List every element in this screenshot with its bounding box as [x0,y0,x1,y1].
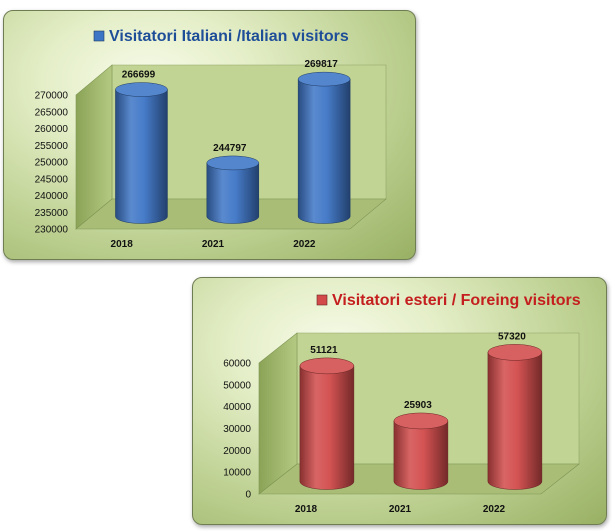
category-label: 2022 [293,239,316,250]
y-tick-label: 245000 [35,174,69,185]
y-tick-label: 30000 [223,424,251,435]
y-tick-label: 255000 [35,141,69,152]
category-label: 2021 [202,239,225,250]
y-tick-label: 265000 [35,107,69,118]
foreign-visitors-chart-svg: 0 10000 20000 30000 40000 50000 60000 51121 2018… [223,292,581,515]
bar-body [299,365,355,490]
y-tick-label: 260000 [35,124,69,135]
data-label: 25903 [404,400,432,411]
y-tick-label: 60000 [223,359,251,370]
bar-top [206,155,260,171]
bar-body [115,89,168,224]
y-tick-label: 0 [245,490,251,501]
y-tick-label: 40000 [223,402,251,413]
chart-panel-foreign: 0 10000 20000 30000 40000 50000 60000 51121 2018… [192,277,607,525]
y-tick-label: 240000 [35,191,69,202]
bar-top [393,412,449,430]
category-label: 2021 [389,504,412,515]
bar-top [487,344,543,361]
bar [393,412,449,490]
bar-body [297,78,351,224]
legend-swatch [316,294,328,306]
y-tick-label: 270000 [35,91,69,102]
bar [299,357,355,490]
y-tick-label: 20000 [223,446,251,457]
y-tick-label: 10000 [223,468,251,479]
bar-top [297,71,351,87]
legend-swatch [93,30,105,42]
y-tick-label: 50000 [223,380,251,391]
bar-body [487,352,543,490]
y-tick-label: 235000 [35,208,69,219]
bar [115,82,168,224]
bar-top [115,82,168,97]
data-label: 269817 [304,59,338,70]
category-label: 2022 [483,504,506,515]
data-label: 57320 [498,331,526,342]
data-label: 51121 [310,345,338,356]
italian-visitors-chart-svg: 230000 235000 240000 245000 250000 255000 2600… [35,28,387,250]
bar-body [206,162,260,224]
category-label: 2018 [295,504,318,515]
data-label: 266699 [122,70,156,81]
y-tick-label: 230000 [35,225,69,236]
bar [297,71,351,224]
chart-panel-italian: 230000 235000 240000 245000 250000 255000 2600… [3,10,416,260]
legend-label: Visitatori esteri / Foreing visitors [332,292,581,309]
category-label: 2018 [111,239,134,250]
y-tick-label: 250000 [35,158,69,169]
bar [487,344,543,490]
legend-label: Visitatori Italiani /Italian visitors [109,28,349,45]
data-label: 244797 [213,143,247,154]
bar [206,155,260,224]
bar-top [299,357,355,375]
bar-body [393,420,449,490]
